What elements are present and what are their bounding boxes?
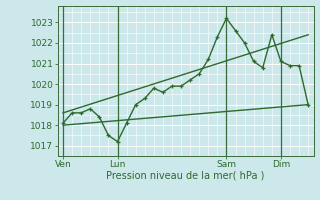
X-axis label: Pression niveau de la mer( hPa ): Pression niveau de la mer( hPa ) (107, 171, 265, 181)
